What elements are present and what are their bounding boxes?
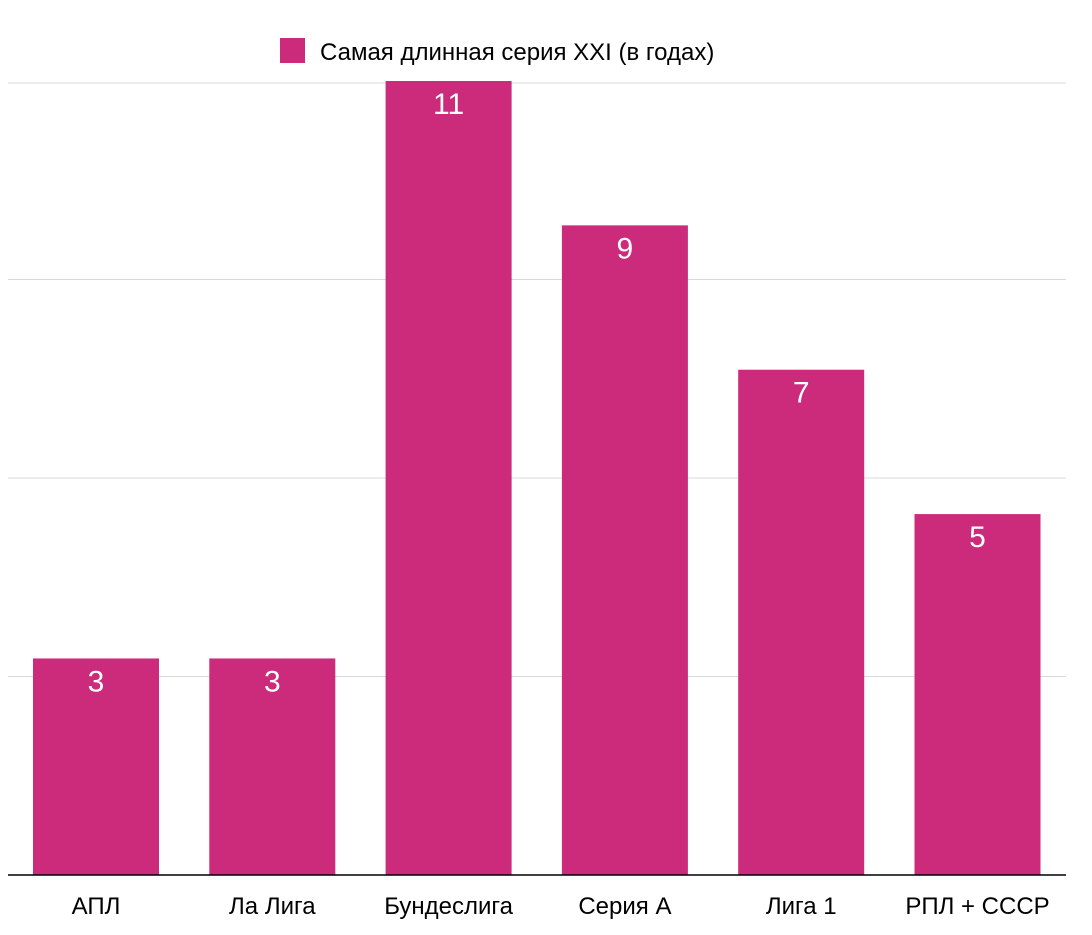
bar-value-label: 9	[617, 232, 634, 265]
x-tick-label: РПЛ + СССР	[905, 893, 1049, 920]
bar-value-label: 3	[88, 665, 105, 698]
bar	[33, 658, 159, 875]
x-tick-label: Лига 1	[766, 893, 837, 920]
x-tick-label: Серия А	[578, 893, 671, 920]
bar-value-label: 7	[793, 377, 810, 410]
x-tick-label: Бундеслига	[384, 893, 513, 920]
bar	[914, 514, 1041, 875]
bar	[561, 225, 688, 875]
bar	[385, 81, 512, 875]
bar	[738, 369, 865, 875]
chart-legend: Самая длинная серия XXI (в годах)	[280, 38, 714, 66]
x-tick-label: Ла Лига	[229, 893, 316, 920]
legend-swatch	[280, 38, 305, 63]
bar-value-label: 5	[969, 521, 986, 554]
bars	[33, 81, 1041, 875]
x-axis-tick-labels: АПЛ Ла Лига Бундеслига Серия А Лига 1 РПЛ + С…	[72, 893, 1050, 920]
data-labels: 3 3 11 9 7 5	[88, 88, 986, 698]
gridlines	[8, 82, 1066, 677]
x-tick-label: АПЛ	[72, 893, 121, 920]
bar-value-label: 11	[433, 88, 464, 121]
bar	[209, 658, 336, 875]
legend-label: Самая длинная серия XXI (в годах)	[320, 39, 714, 66]
bar-value-label: 3	[264, 665, 281, 698]
